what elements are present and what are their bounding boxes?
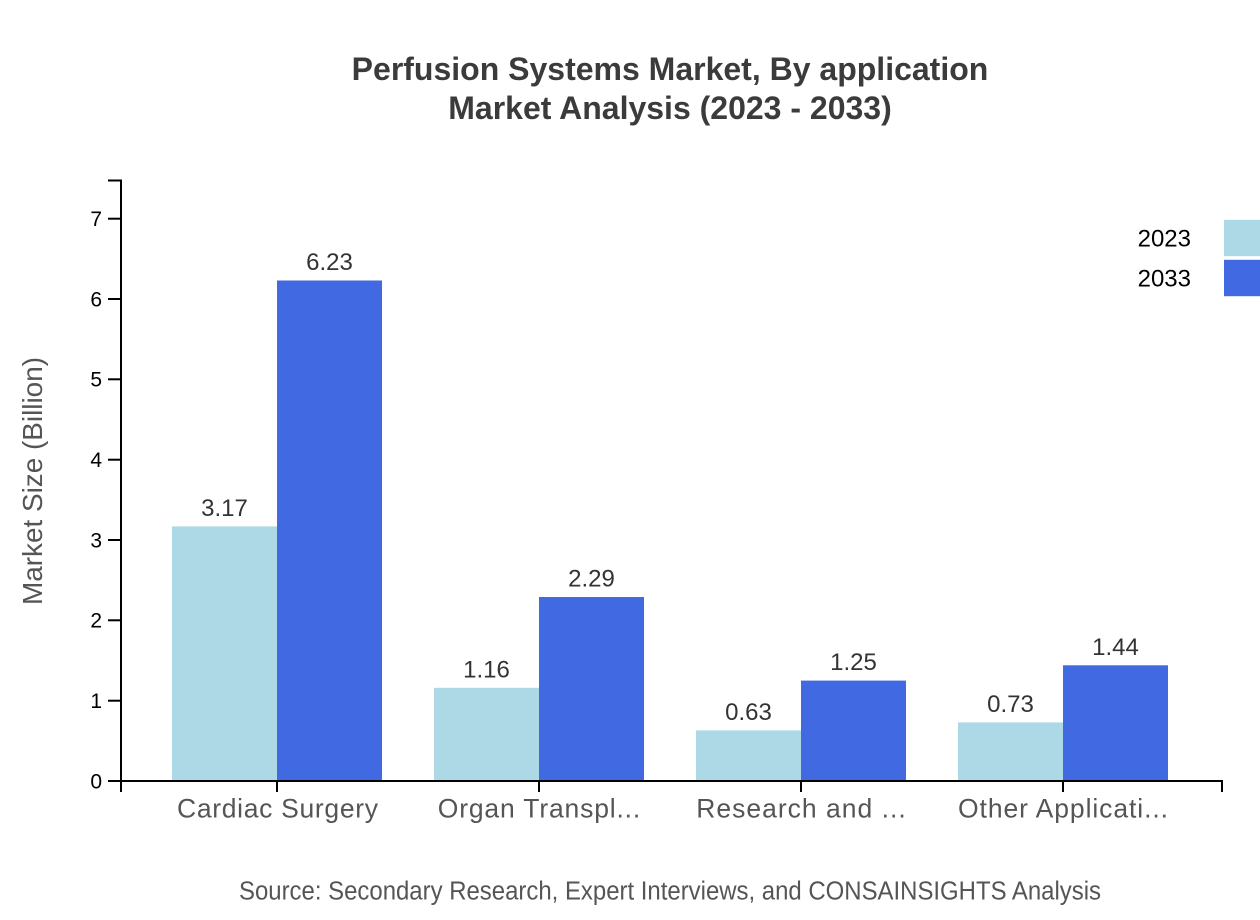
svg-text:0.73: 0.73	[987, 691, 1034, 718]
svg-text:7: 7	[90, 208, 102, 231]
svg-text:Other Applicati...: Other Applicati...	[958, 794, 1168, 824]
svg-text:1: 1	[90, 690, 102, 713]
svg-text:Cardiac Surgery: Cardiac Surgery	[177, 794, 379, 824]
svg-text:0: 0	[90, 770, 102, 793]
svg-text:Perfusion Systems Market, By a: Perfusion Systems Market, By application	[352, 51, 989, 87]
svg-text:2.29: 2.29	[568, 566, 615, 593]
svg-text:6.23: 6.23	[306, 249, 353, 276]
svg-text:3.17: 3.17	[201, 495, 248, 522]
svg-text:0.63: 0.63	[725, 699, 772, 726]
svg-text:3: 3	[90, 529, 102, 552]
svg-text:Research and ...: Research and ...	[696, 794, 906, 824]
svg-text:1.25: 1.25	[830, 649, 877, 676]
svg-text:Market Size (Billion): Market Size (Billion)	[17, 357, 48, 605]
svg-text:1.16: 1.16	[463, 656, 510, 683]
svg-text:5: 5	[90, 369, 102, 392]
svg-text:Source: Secondary Research, Ex: Source: Secondary Research, Expert Inter…	[239, 878, 1101, 906]
svg-text:2: 2	[90, 610, 102, 633]
svg-text:4: 4	[90, 449, 102, 472]
svg-text:2033: 2033	[1138, 266, 1191, 293]
svg-text:2023: 2023	[1138, 225, 1191, 252]
svg-text:Market Analysis (2023 - 2033): Market Analysis (2023 - 2033)	[448, 90, 892, 126]
svg-text:1.44: 1.44	[1092, 634, 1139, 661]
svg-text:Organ Transpl...: Organ Transpl...	[438, 794, 641, 824]
svg-text:6: 6	[90, 288, 102, 311]
